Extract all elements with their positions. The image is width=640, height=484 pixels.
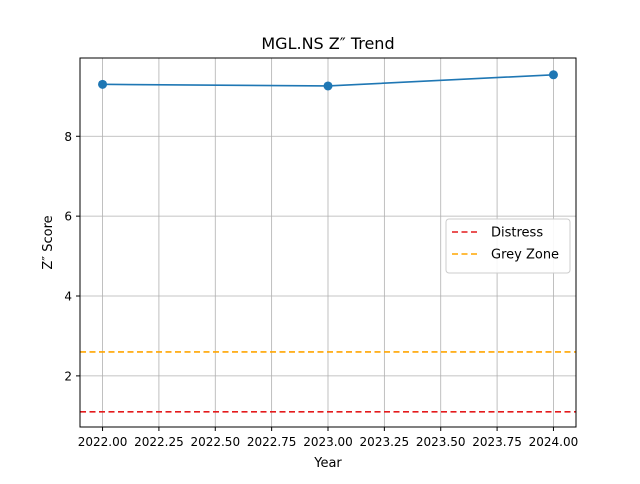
x-tick-label: 2023.75 (472, 435, 522, 449)
axes: 2022.00 2022.25 2022.50 2022.75 2023.00 2023.… (64, 130, 578, 449)
x-tick-label: 2023.00 (303, 435, 353, 449)
legend: Distress Grey Zone (445, 218, 571, 274)
y-axis-label: Z″ Score (41, 215, 56, 269)
x-tick-label: 2024.00 (529, 435, 579, 449)
y-tick-label: 2 (64, 369, 72, 383)
z-score-point (548, 70, 558, 80)
series-layer (80, 70, 576, 413)
x-tick-label: 2023.50 (416, 435, 466, 449)
z-score-point (98, 79, 108, 89)
chart-title: MGL.NS Z″ Trend (261, 34, 394, 53)
x-tick-label: 2022.25 (134, 435, 184, 449)
z-score-point (323, 81, 333, 91)
x-tick-label: 2023.25 (360, 435, 410, 449)
x-tick-label: 2022.00 (78, 435, 128, 449)
x-tick-label: 2022.75 (247, 435, 297, 449)
legend-label: Grey Zone (491, 248, 559, 263)
y-tick-label: 8 (64, 130, 72, 144)
legend-label: Distress (491, 226, 543, 241)
y-tick-label: 6 (64, 210, 72, 224)
x-axis-label: Year (313, 456, 342, 471)
y-tick-label: 4 (64, 290, 72, 304)
x-tick-label: 2022.50 (190, 435, 240, 449)
